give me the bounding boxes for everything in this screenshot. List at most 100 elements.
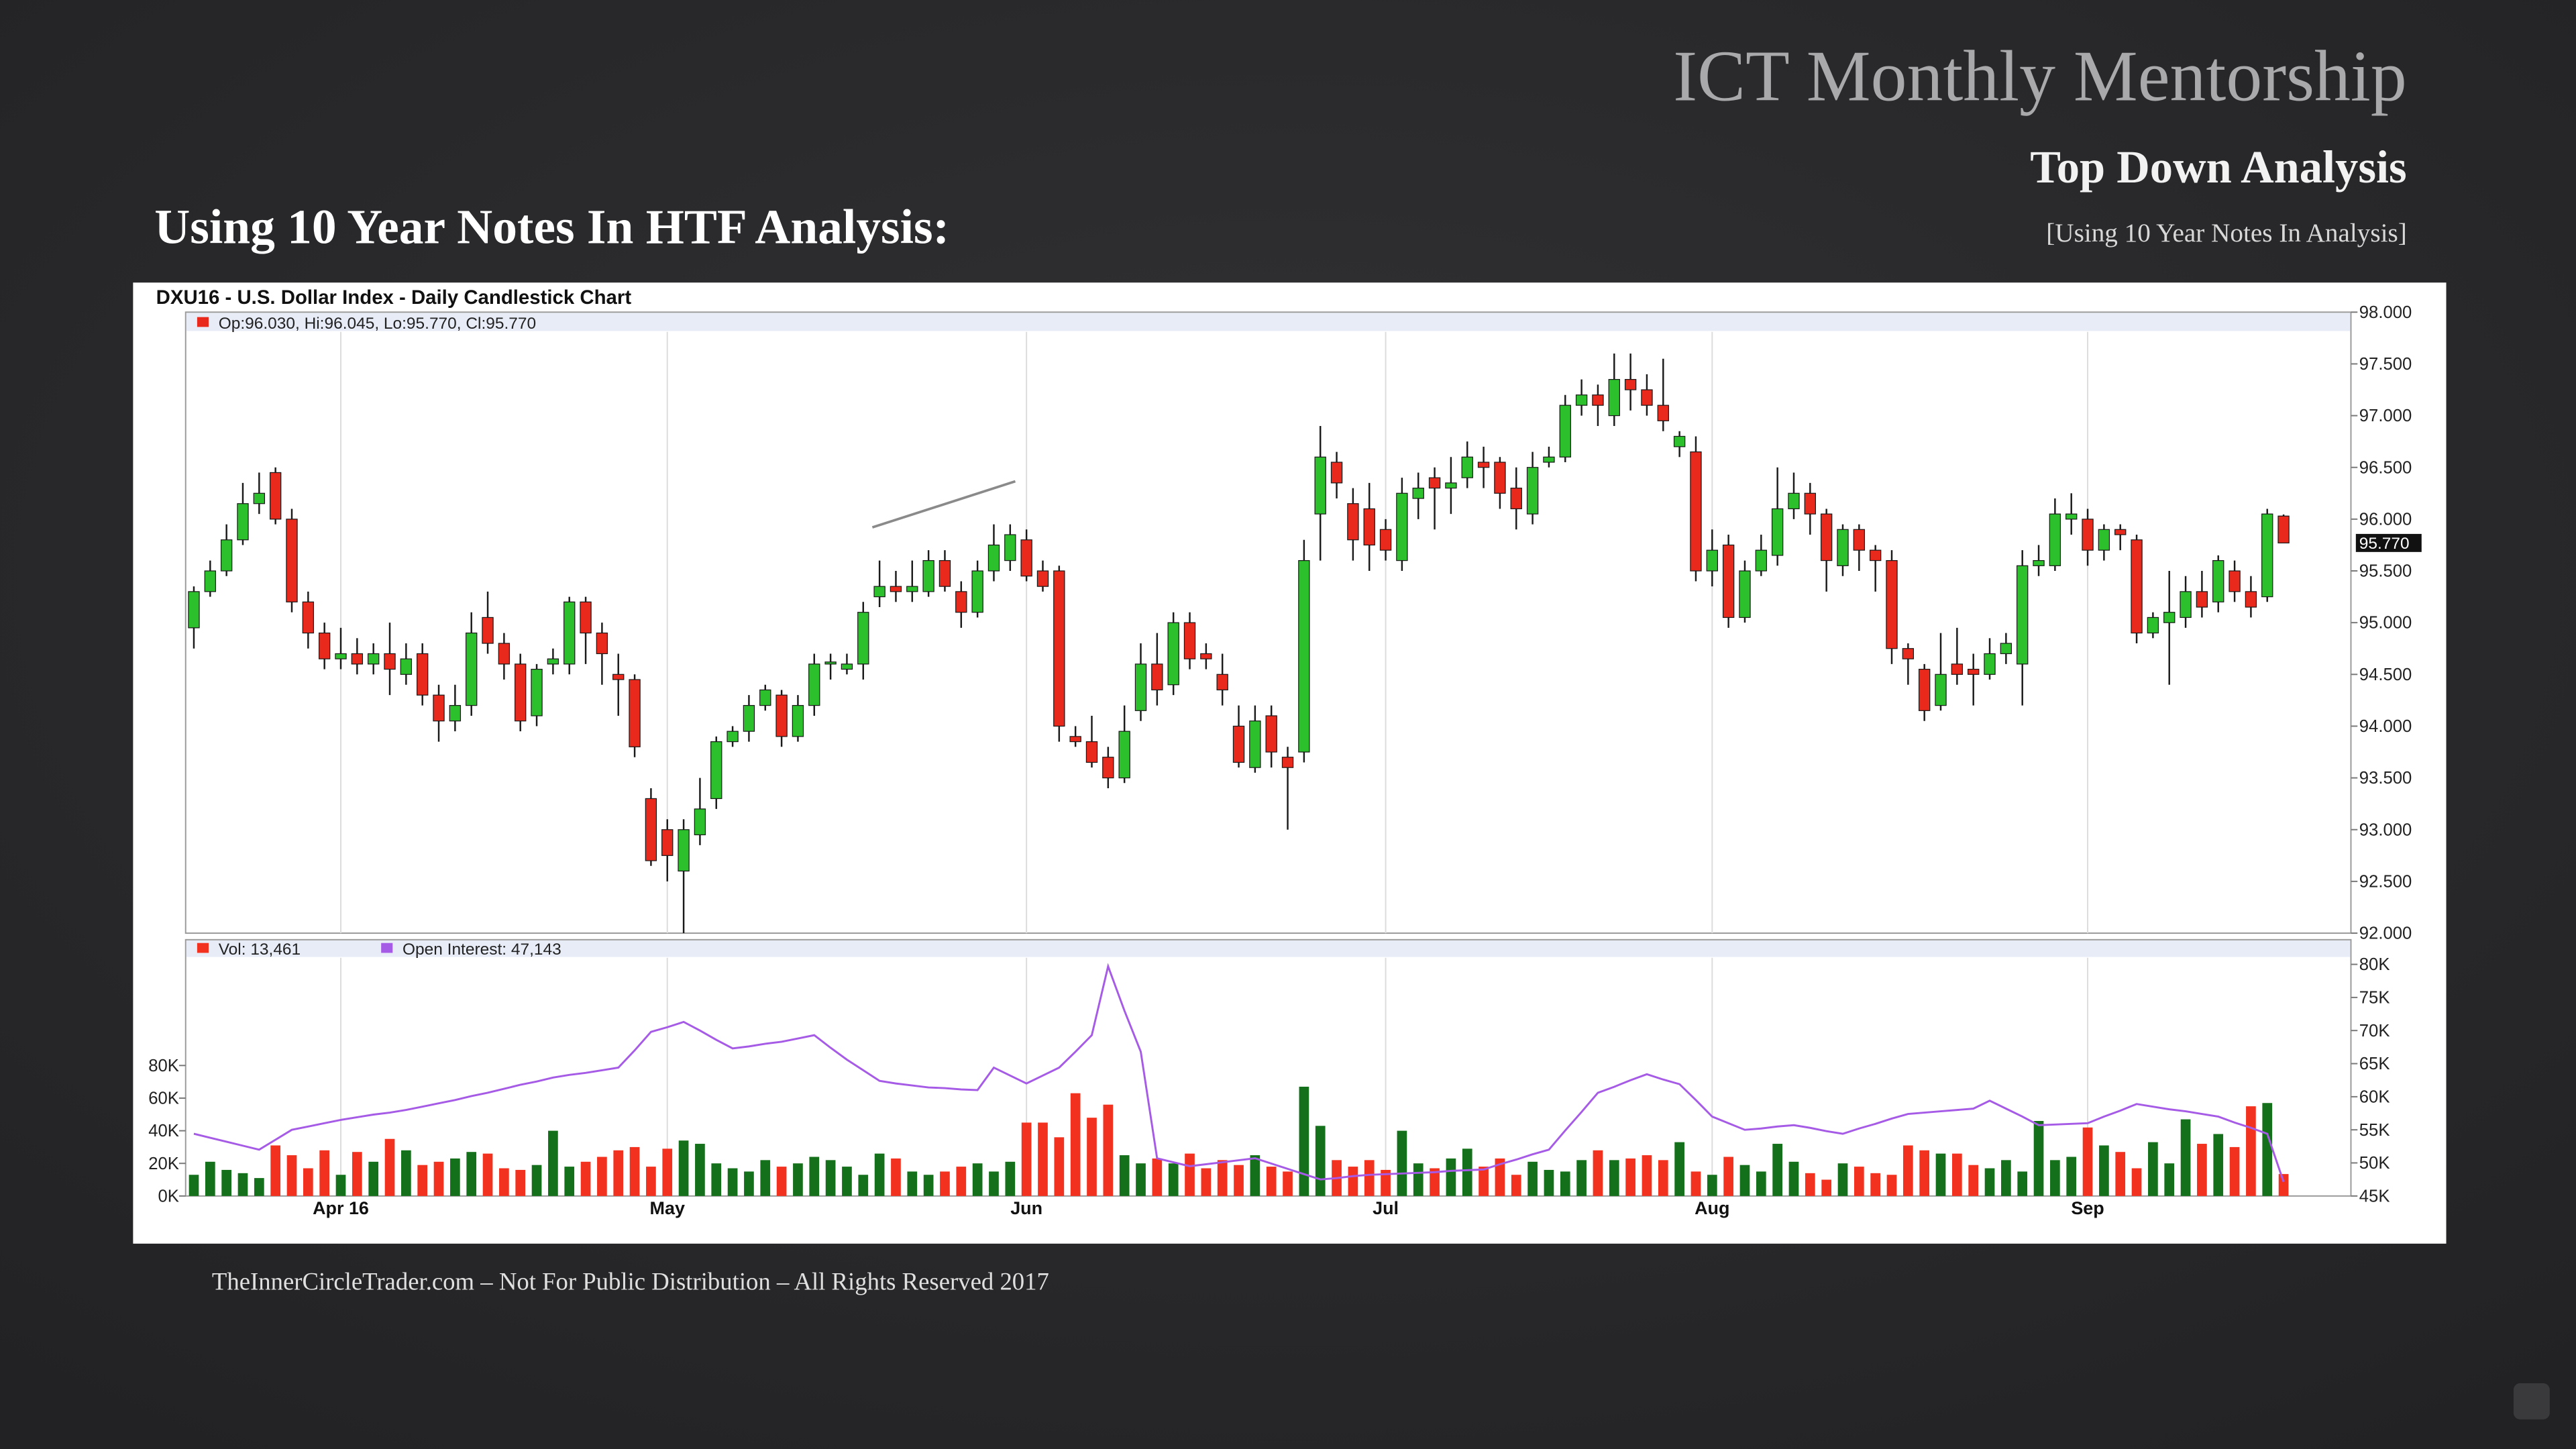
candle-body [1477, 462, 1490, 468]
volume-bar [2229, 1146, 2240, 1196]
candle-body [204, 570, 217, 592]
volume-bar [319, 1150, 330, 1196]
volume-bar [891, 1158, 901, 1196]
candle-body [1918, 668, 1931, 711]
y2-tick-label: 50K [2359, 1154, 2390, 1173]
candle-body [531, 668, 543, 716]
volume-bar [776, 1167, 787, 1196]
volume-bar [2001, 1160, 2011, 1196]
volume-bar [1266, 1167, 1277, 1196]
candle-body [1837, 529, 1849, 566]
candle-body [1281, 757, 1294, 768]
volume-bar [695, 1144, 705, 1196]
candle-body [2065, 513, 2078, 520]
volume-bar [956, 1167, 967, 1196]
volume-bar [2033, 1120, 2044, 1196]
volume-bar [1935, 1153, 1946, 1196]
y2-tick-label: 65K [2359, 1055, 2390, 1073]
candle-body [2131, 539, 2143, 634]
candle-body [1755, 549, 1767, 572]
y-tick-label: 96.000 [2359, 510, 2412, 529]
y2-tick-label: 70K [2359, 1022, 2390, 1040]
volume-bar [1054, 1137, 1065, 1196]
volume-bar [711, 1163, 722, 1196]
volume-bar [548, 1130, 558, 1196]
candle-body [1020, 539, 1032, 577]
volume-bar [1299, 1086, 1309, 1196]
volume-bar [940, 1171, 950, 1196]
volume-bar [1886, 1175, 1897, 1196]
candle-body [1690, 451, 1702, 572]
candle-body [1412, 487, 1424, 499]
volume-bar [1201, 1168, 1212, 1196]
volume-bar [1217, 1160, 1228, 1196]
volume-bar [989, 1171, 999, 1196]
chart-title: DXU16 - U.S. Dollar Index - Daily Candle… [156, 286, 632, 309]
candle-body [1641, 389, 1653, 406]
price-tag-box [2355, 533, 2422, 552]
candle-body [2082, 519, 2094, 551]
volume-bar [727, 1168, 738, 1196]
x-tick-label: Sep [2071, 1198, 2104, 1218]
volume-bar [499, 1168, 509, 1196]
candle-body [596, 632, 608, 655]
x-tick-label: Aug [1695, 1198, 1729, 1218]
candle-body [1559, 405, 1571, 458]
candle-body [1543, 456, 1555, 463]
volume-bar [515, 1169, 526, 1196]
candle-body [1232, 725, 1245, 763]
candle-body [400, 658, 413, 675]
candle-body [1608, 378, 1620, 417]
candle-body [1379, 529, 1392, 551]
volume-bar [1315, 1126, 1326, 1196]
open-interest-line [193, 963, 2285, 1183]
candle-body [318, 632, 331, 659]
candle-body [188, 591, 200, 629]
candle-body [1951, 663, 1964, 675]
volume-bar [1968, 1165, 1979, 1196]
volume-bar [580, 1161, 591, 1196]
volume-bar [1348, 1167, 1358, 1196]
volume-bar [2197, 1144, 2207, 1196]
volume-bar [646, 1167, 656, 1196]
volume-bar [842, 1167, 852, 1196]
y2-tick-label: 80K [2359, 955, 2390, 974]
oi-legend-swatch [381, 943, 393, 953]
candle-body [1984, 653, 1996, 675]
volume-bar [1479, 1167, 1489, 1196]
volume-bar [2262, 1103, 2273, 1196]
y-tick-label: 95.000 [2359, 614, 2412, 633]
candle-body [661, 829, 674, 856]
volume-legend: Vol: 13,461 [219, 941, 301, 959]
y2-tick-label: 75K [2359, 988, 2390, 1007]
volume-bar [1674, 1142, 1684, 1196]
volume-bar [874, 1153, 885, 1196]
candle-body [2229, 570, 2241, 592]
candle-body [1347, 503, 1359, 541]
candle-body [890, 586, 902, 592]
x-tick-label: Apr 16 [313, 1198, 369, 1218]
volume-bar [1837, 1163, 1848, 1196]
candle-body [1004, 534, 1016, 561]
candle-body [220, 539, 233, 572]
candle-body [2033, 559, 2045, 566]
volume-bar [433, 1161, 444, 1196]
volume-tick-label: 60K [148, 1089, 179, 1108]
volume-bar [2017, 1171, 2028, 1196]
candle-body [873, 586, 885, 598]
volume-bar [825, 1160, 836, 1196]
candle-body [433, 694, 445, 722]
candle-body [1510, 487, 1522, 510]
x-tick-label: May [650, 1198, 685, 1218]
volume-bar [858, 1175, 869, 1196]
volume-bar [417, 1165, 428, 1196]
volume-bar [1234, 1165, 1244, 1196]
candle-body [2180, 591, 2192, 619]
volume-bar [907, 1171, 918, 1196]
candle-body [1788, 492, 1800, 510]
candle-body [253, 492, 266, 504]
volume-bar [1446, 1158, 1456, 1196]
volume-bar [286, 1155, 297, 1196]
candle-body [2196, 591, 2208, 608]
candle-body [1935, 674, 1947, 706]
